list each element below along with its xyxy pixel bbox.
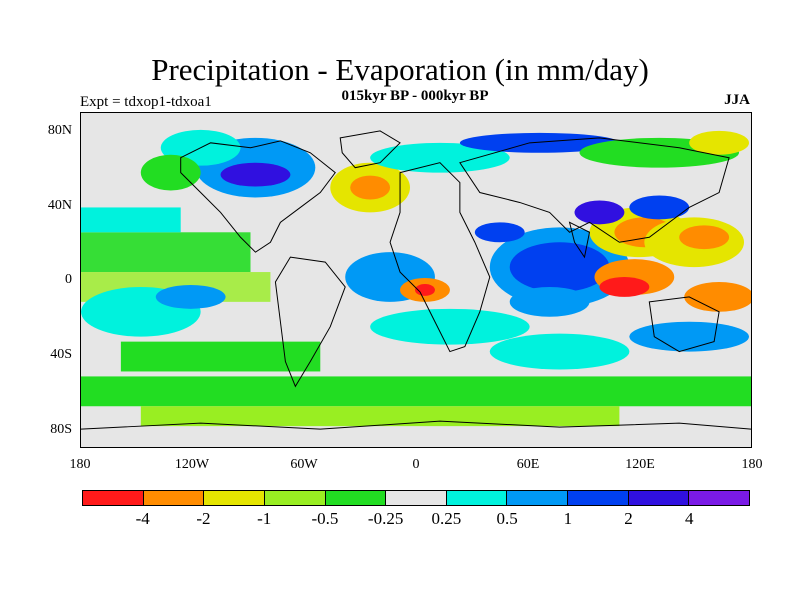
colorbar bbox=[82, 490, 750, 506]
colorbar-segment-5 bbox=[386, 491, 447, 505]
lon-label-120w: 120W bbox=[174, 457, 210, 472]
colorbar-segment-4 bbox=[325, 491, 387, 505]
lon-label-0: 0 bbox=[412, 457, 420, 472]
colorbar-label: 4 bbox=[685, 509, 694, 528]
lat-label-80s: 80S bbox=[50, 422, 72, 437]
colorbar-segment-3 bbox=[264, 491, 326, 505]
colorbar-label: -1 bbox=[257, 509, 272, 528]
lat-label-0: 0 bbox=[65, 272, 72, 287]
lon-label-60w: 60W bbox=[290, 457, 318, 472]
colorbar-label: 0.5 bbox=[496, 509, 518, 528]
colorbar-label: -0.5 bbox=[311, 509, 339, 528]
colorbar-segment-6 bbox=[446, 491, 508, 505]
colorbar-segment-8 bbox=[568, 491, 629, 505]
lat-label-40n: 40N bbox=[47, 198, 72, 213]
experiment-label: Expt = tdxop1-tdxoa1 bbox=[80, 94, 212, 110]
coastlines bbox=[81, 130, 751, 430]
lat-label-40s: 40S bbox=[50, 347, 72, 362]
season-label: JJA bbox=[724, 92, 750, 108]
colorbar-label: 1 bbox=[563, 509, 573, 528]
colorbar-segment-0 bbox=[83, 491, 144, 505]
colorbar-segment-2 bbox=[204, 491, 265, 505]
colorbar-label: -2 bbox=[196, 509, 211, 528]
colorbar-label: 0.25 bbox=[431, 509, 462, 528]
colorbar-label: -0.25 bbox=[367, 509, 404, 528]
chart-title: Precipitation - Evaporation (in mm/day) bbox=[151, 52, 649, 87]
lon-label-180w: 180 bbox=[69, 457, 91, 472]
map-panel bbox=[80, 112, 752, 448]
colorbar-segment-10 bbox=[689, 491, 750, 505]
colorbar-label: 2 bbox=[624, 509, 633, 528]
lat-label-80n: 80N bbox=[47, 123, 72, 138]
colorbar-segment-1 bbox=[143, 491, 205, 505]
precip-evap-map bbox=[81, 113, 751, 447]
colorbar-segment-7 bbox=[507, 491, 569, 505]
chart-subtitle: 015kyr BP - 000kyr BP bbox=[341, 88, 489, 104]
lon-label-120e: 120E bbox=[625, 457, 655, 472]
colorbar-label: -4 bbox=[135, 509, 150, 528]
lon-label-60e: 60E bbox=[516, 457, 540, 472]
lon-label-180e: 180 bbox=[741, 457, 763, 472]
colorbar-segment-9 bbox=[628, 491, 690, 505]
